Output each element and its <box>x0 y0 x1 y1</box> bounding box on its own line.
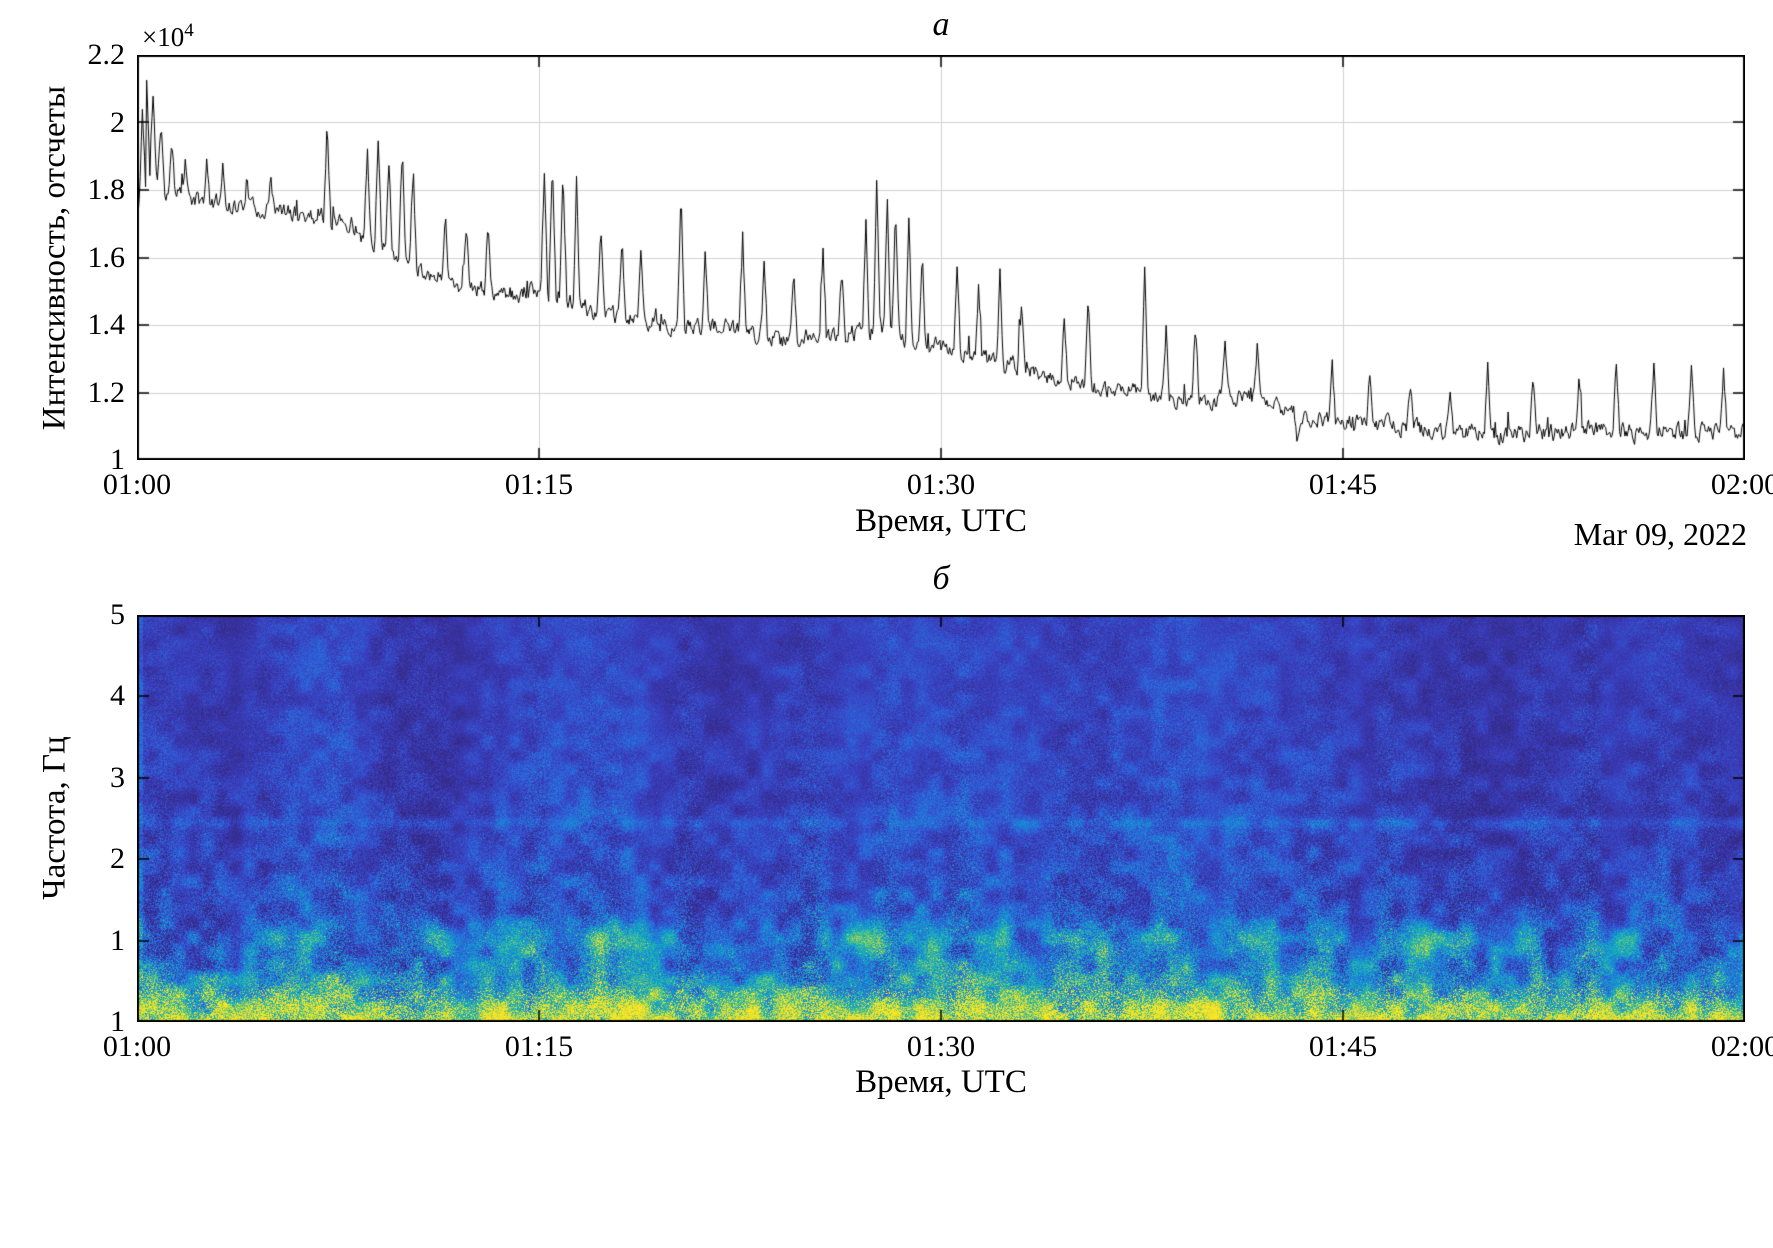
panel-a-title: a <box>932 6 950 43</box>
y-tick-label-b: 1 <box>110 1005 125 1038</box>
x-tick-label-a: 02:00 <box>1710 468 1773 501</box>
x-tick-label-b: 01:15 <box>504 1030 574 1063</box>
panel-b-title: б <box>932 560 950 597</box>
y-tick-label-a: 1.6 <box>87 240 126 274</box>
y-tick-label-b: 3 <box>110 760 125 794</box>
x-tick-label-a: 01:30 <box>906 468 976 501</box>
x-tick-label-b: 02:00 <box>1710 1030 1773 1063</box>
x-tick-label-b: 01:30 <box>906 1030 976 1063</box>
y-axis-scale-base: ×10 <box>142 22 185 52</box>
y-tick-label-a: 1.8 <box>87 173 126 206</box>
spectrogram-plot <box>137 615 1745 1022</box>
x-tick-label-a: 01:45 <box>1308 468 1378 501</box>
y-axis-scale-exponent: 4 <box>184 20 194 41</box>
y-tick-label-b: 4 <box>110 679 125 713</box>
x-tick-label-b: 01:00 <box>102 1030 172 1063</box>
y-tick-label-a: 1.4 <box>87 308 126 341</box>
y-axis-scale-label: ×104 <box>142 20 194 53</box>
y-tick-label-a: 1.2 <box>87 375 126 409</box>
x-tick-label-b: 01:45 <box>1308 1030 1378 1063</box>
intensity-time-series-plot <box>137 55 1745 460</box>
x-tick-label-a: 01:00 <box>102 468 172 501</box>
x-tick-label-a: 01:15 <box>504 468 574 501</box>
y-tick-label-b: 1 <box>110 923 125 957</box>
y-tick-label-b: 2 <box>110 842 125 876</box>
date-label: Mar 09, 2022 <box>1573 516 1747 552</box>
x-axis-label-b: Время, UTC <box>855 1064 1027 1100</box>
x-axis-label-a: Время, UTC <box>855 503 1027 539</box>
y-tick-label-a: 2 <box>110 105 125 139</box>
y-tick-label-b: 5 <box>110 598 125 631</box>
y-tick-label-a: 2.2 <box>87 38 126 71</box>
y-tick-label-a: 1 <box>110 443 125 476</box>
